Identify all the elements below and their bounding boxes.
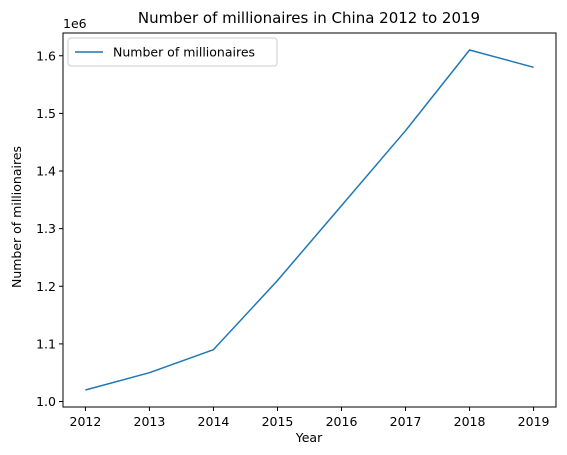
- y-tick-label: 1.6: [36, 48, 56, 63]
- y-tick-label: 1.1: [36, 336, 56, 351]
- y-axis-offset-label: 1e6: [63, 16, 87, 31]
- y-tick-label: 1.2: [36, 279, 56, 294]
- legend: Number of millionaires: [67, 37, 278, 67]
- y-tick-label: 1.3: [36, 221, 56, 236]
- legend-entry: Number of millionaires: [113, 45, 255, 60]
- x-tick-label: 2019: [518, 414, 550, 429]
- legend-box: [67, 37, 278, 67]
- x-tick-label: 2013: [134, 414, 166, 429]
- series-layer: [85, 49, 534, 391]
- y-tick-label: 1.5: [36, 106, 56, 121]
- y-tick-label: 1.4: [36, 164, 56, 179]
- series-line: [85, 49, 534, 391]
- x-tick-label: 2018: [454, 414, 486, 429]
- plot-frame: [62, 32, 557, 408]
- x-tick-label: 2012: [70, 414, 102, 429]
- x-axis-label: Year: [295, 430, 323, 445]
- chart-title: Number of millionaires in China 2012 to …: [138, 9, 480, 27]
- x-tick-label: 2016: [326, 414, 358, 429]
- y-tick-label: 1.0: [36, 394, 56, 409]
- x-tick-label: 2017: [390, 414, 422, 429]
- x-tick-label: 2015: [262, 414, 294, 429]
- axis-ticks: 2012 2013 2014 2015 2016 2017 2018 2019 1.0 1.1 1.…: [36, 48, 549, 429]
- y-axis-label: Number of millionaires: [9, 146, 24, 288]
- x-tick-label: 2014: [198, 414, 230, 429]
